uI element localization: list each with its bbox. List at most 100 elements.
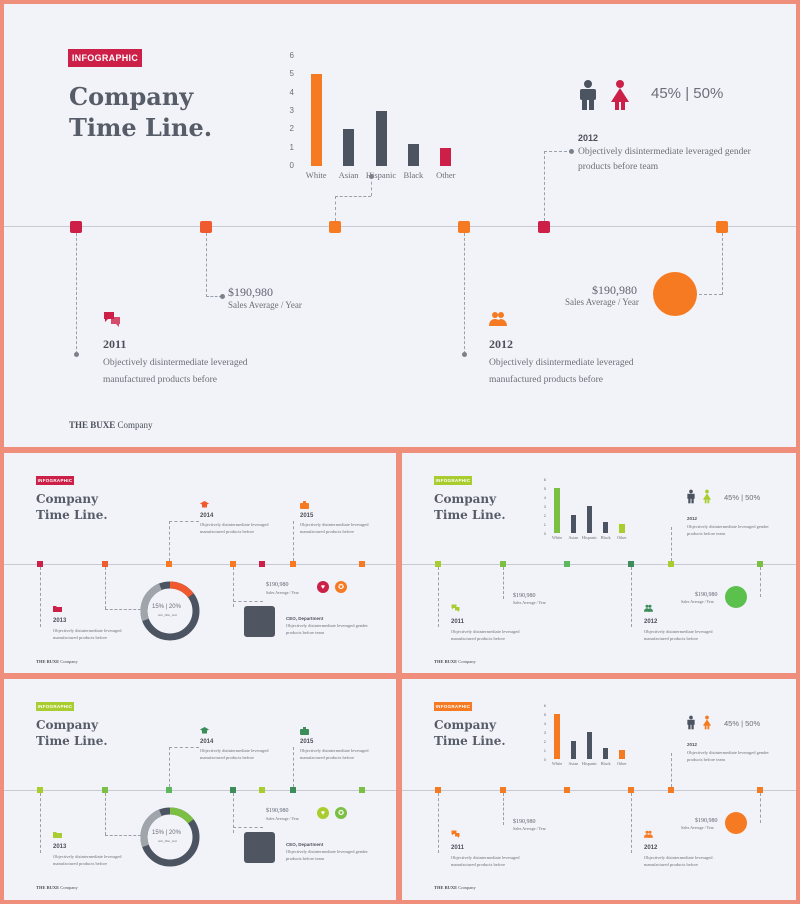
timeline-node xyxy=(500,561,506,567)
sales-value-right: $190,980 xyxy=(695,592,718,598)
connector xyxy=(760,567,761,597)
x-tick-label: Asian xyxy=(568,535,579,540)
timeline-node xyxy=(102,787,108,793)
sales-label-left: Sales Average / Year xyxy=(228,300,302,310)
chat-icon xyxy=(104,312,120,327)
top-description: Objectively disintermediate leveraged ge… xyxy=(578,147,751,172)
connector-dot xyxy=(569,149,574,154)
infographic-badge: INFOGRAPHIC xyxy=(434,702,472,711)
connector xyxy=(40,793,41,853)
ceo-title: CEO, Department xyxy=(286,616,324,621)
bar-hispanic xyxy=(586,506,593,533)
connector xyxy=(671,527,672,561)
bar-black xyxy=(602,748,609,759)
users-icon xyxy=(644,604,653,612)
donut-chart xyxy=(140,807,200,867)
gender-percentages: 45% | 50% xyxy=(724,719,761,728)
connector xyxy=(233,827,263,828)
ceo-title: CEO, Department xyxy=(286,842,324,847)
top-description: Objectively disintermediate leveraged ge… xyxy=(687,524,769,536)
y-tick-label: 2 xyxy=(289,124,294,134)
connector xyxy=(206,296,222,297)
y-tick-label: 3 xyxy=(289,106,294,115)
description-2014: Objectively disintermediate leveraged ma… xyxy=(200,748,269,760)
bar-asian xyxy=(343,129,355,166)
connector xyxy=(544,151,545,221)
footer-brand: THE BUXE Company xyxy=(434,885,476,890)
timeline-node xyxy=(329,221,341,233)
year-2015: 2015 xyxy=(300,513,314,519)
graduation-cap-icon xyxy=(200,501,209,508)
infographic-badge: INFOGRAPHIC xyxy=(434,476,472,485)
bar-chart: 6 5 4 3 2 1 0 White Asian Hispanic Black Other xyxy=(540,703,630,767)
connector xyxy=(233,567,234,607)
description-2012: Objectively disintermediate leveraged ma… xyxy=(644,855,713,867)
connector xyxy=(631,567,632,627)
bar-hispanic xyxy=(375,111,387,166)
bar-white xyxy=(554,714,560,759)
thumbnail-slide-2[interactable]: INFOGRAPHIC Company Time Line. 6 5 4 3 2 1 0 Wh… xyxy=(402,453,796,673)
y-tick-label: 0 xyxy=(289,161,294,170)
timeline-node xyxy=(37,561,43,567)
y-tick-label: 0 xyxy=(543,756,546,762)
timeline-node xyxy=(230,561,236,567)
connector xyxy=(438,793,439,853)
sales-value-right: $190,980 xyxy=(592,283,637,297)
connector xyxy=(105,567,106,609)
connector xyxy=(503,793,504,825)
x-tick-label: Other xyxy=(436,170,456,180)
connector xyxy=(631,793,632,853)
timeline-node xyxy=(435,561,441,567)
award-badge: ✪ xyxy=(335,581,347,593)
description-2015: Objectively disintermediate leveraged ma… xyxy=(300,522,369,534)
award-badge: ✪ xyxy=(335,807,347,819)
timeline-node xyxy=(668,561,674,567)
footer-brand: THE BUXE Company xyxy=(69,420,153,430)
timeline-node xyxy=(70,221,82,233)
timeline-node xyxy=(37,787,43,793)
connector xyxy=(169,521,170,561)
bar-other xyxy=(440,147,452,166)
description-2011: Objectively disintermediate leveraged ma… xyxy=(451,629,520,641)
x-tick-label: Hispanic xyxy=(581,761,598,766)
timeline-node xyxy=(500,787,506,793)
x-tick-label: White xyxy=(305,170,327,180)
thumbnail-slide-3[interactable]: INFOGRAPHIC Company Time Line. 2014 Obje… xyxy=(4,679,396,900)
description-2013: Objectively disintermediate leveraged ma… xyxy=(53,854,122,866)
ceo-description: Objectively disintermediate leveraged ge… xyxy=(286,623,368,635)
timeline-node xyxy=(359,561,365,567)
top-description: Objectively disintermediate leveraged ge… xyxy=(687,750,769,762)
sales-value-right: $190,980 xyxy=(695,818,718,824)
year-2015: 2015 xyxy=(300,739,314,745)
folder-icon xyxy=(53,832,62,838)
bar-black xyxy=(602,522,609,533)
sales-value: $190,980 xyxy=(266,808,289,814)
timeline-node xyxy=(166,561,172,567)
timeline-node xyxy=(628,561,634,567)
y-tick-label: 5 xyxy=(543,711,546,717)
timeline-node xyxy=(458,221,470,233)
bar-chart: 6 5 4 3 2 1 0 White Asian Hispanic Black Other xyxy=(540,477,630,541)
timeline-node xyxy=(259,561,265,567)
bar-other xyxy=(619,524,625,533)
timeline-node xyxy=(757,787,763,793)
y-tick-label: 3 xyxy=(543,503,546,509)
connector xyxy=(335,196,371,197)
timeline-node xyxy=(538,221,550,233)
thumbnail-slide-4[interactable]: INFOGRAPHIC Company Time Line. 6 5 4 3 2 1 0 Wh… xyxy=(402,679,796,900)
connector xyxy=(671,753,672,787)
y-tick-label: 3 xyxy=(543,729,546,735)
y-tick-label: 0 xyxy=(543,530,546,536)
page-title: Company Time Line. xyxy=(434,718,506,748)
thumbnail-slide-1[interactable]: INFOGRAPHIC Company Time Line. 2014 Obje… xyxy=(4,453,396,673)
y-tick-label: 5 xyxy=(543,485,546,491)
top-year: 2012 xyxy=(578,133,599,143)
connector xyxy=(206,233,207,297)
year-2011: 2011 xyxy=(451,619,465,625)
x-tick-label: Other xyxy=(617,761,627,766)
footer-brand: THE BUXE Company xyxy=(434,659,476,664)
x-tick-label: Asian xyxy=(338,170,359,180)
connector xyxy=(105,793,106,835)
bar-white xyxy=(554,488,560,533)
x-tick-label: Black xyxy=(403,170,424,180)
